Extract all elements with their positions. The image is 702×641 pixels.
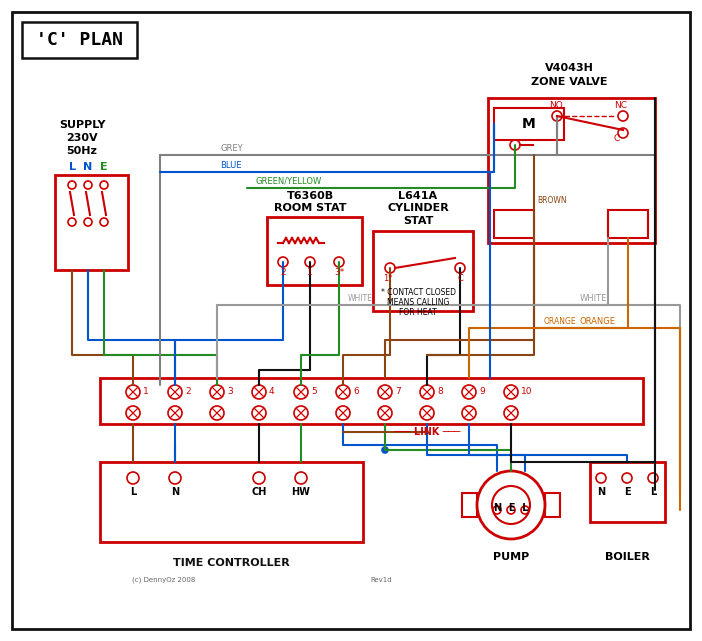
Text: STAT: STAT — [403, 216, 433, 226]
Bar — [545, 493, 560, 517]
Text: C: C — [614, 133, 621, 142]
Text: ORANGE: ORANGE — [543, 317, 576, 326]
Text: 9: 9 — [479, 388, 485, 397]
Text: L: L — [130, 487, 136, 497]
Text: 1: 1 — [143, 388, 149, 397]
Text: (c) DennyOz 2008: (c) DennyOz 2008 — [132, 577, 195, 583]
Text: GREY: GREY — [220, 144, 243, 153]
Text: N  E  L: N E L — [494, 503, 528, 513]
Bar — [608, 210, 648, 238]
Text: 8: 8 — [437, 388, 443, 397]
Circle shape — [382, 447, 388, 453]
Text: CH: CH — [251, 487, 267, 497]
Text: BOILER: BOILER — [604, 552, 649, 562]
Text: 1*: 1* — [383, 274, 392, 283]
Text: BROWN: BROWN — [537, 196, 567, 204]
Bar — [494, 108, 564, 140]
Text: WHITE: WHITE — [580, 294, 607, 303]
Text: V4043H: V4043H — [545, 63, 593, 73]
Text: * CONTACT CLOSED: * CONTACT CLOSED — [380, 288, 456, 297]
Text: E: E — [623, 487, 630, 497]
Text: 10: 10 — [521, 388, 533, 397]
Bar — [100, 378, 643, 424]
Bar — [55, 175, 128, 270]
Text: Rev1d: Rev1d — [370, 577, 392, 583]
Text: L: L — [69, 162, 76, 172]
Text: 6: 6 — [353, 388, 359, 397]
Text: ─── LINK ───: ─── LINK ─── — [393, 427, 461, 437]
Text: ORANGE: ORANGE — [580, 317, 616, 326]
Text: 50Hz: 50Hz — [67, 146, 98, 156]
Text: N: N — [84, 162, 93, 172]
Bar — [462, 493, 477, 517]
Text: N: N — [597, 487, 605, 497]
Text: 5: 5 — [311, 388, 317, 397]
Text: CYLINDER: CYLINDER — [387, 203, 449, 213]
Text: PUMP: PUMP — [493, 552, 529, 562]
Text: SUPPLY: SUPPLY — [59, 120, 105, 130]
Text: FOR HEAT: FOR HEAT — [399, 308, 437, 317]
Text: L641A: L641A — [399, 191, 437, 201]
Text: NO: NO — [549, 101, 563, 110]
Text: 3*: 3* — [334, 267, 344, 276]
Text: M: M — [522, 117, 536, 131]
Text: 3: 3 — [227, 388, 233, 397]
Text: ROOM STAT: ROOM STAT — [274, 203, 346, 213]
Bar — [488, 98, 655, 243]
Text: N: N — [171, 487, 179, 497]
Text: WHITE: WHITE — [347, 294, 373, 303]
Text: 7: 7 — [395, 388, 401, 397]
Bar — [267, 217, 362, 285]
Text: 2: 2 — [185, 388, 191, 397]
Text: HW: HW — [291, 487, 310, 497]
Bar — [100, 462, 363, 542]
Text: T6360B: T6360B — [286, 191, 333, 201]
Text: NC: NC — [614, 101, 627, 110]
Text: E: E — [100, 162, 108, 172]
Text: GREEN/YELLOW: GREEN/YELLOW — [255, 176, 322, 185]
Bar — [373, 231, 473, 311]
Text: 230V: 230V — [66, 133, 98, 143]
Bar — [22, 22, 137, 58]
Text: 'C' PLAN: 'C' PLAN — [36, 31, 123, 49]
Text: TIME CONTROLLER: TIME CONTROLLER — [173, 558, 289, 568]
Text: C: C — [457, 274, 463, 283]
Bar — [590, 462, 665, 522]
Text: ZONE VALVE: ZONE VALVE — [531, 77, 607, 87]
Text: BLUE: BLUE — [220, 160, 241, 169]
Text: 2: 2 — [280, 267, 286, 276]
Text: 4: 4 — [269, 388, 274, 397]
Text: L: L — [650, 487, 656, 497]
Text: MEANS CALLING: MEANS CALLING — [387, 297, 449, 306]
Text: 1: 1 — [307, 267, 313, 276]
Bar — [494, 210, 534, 238]
